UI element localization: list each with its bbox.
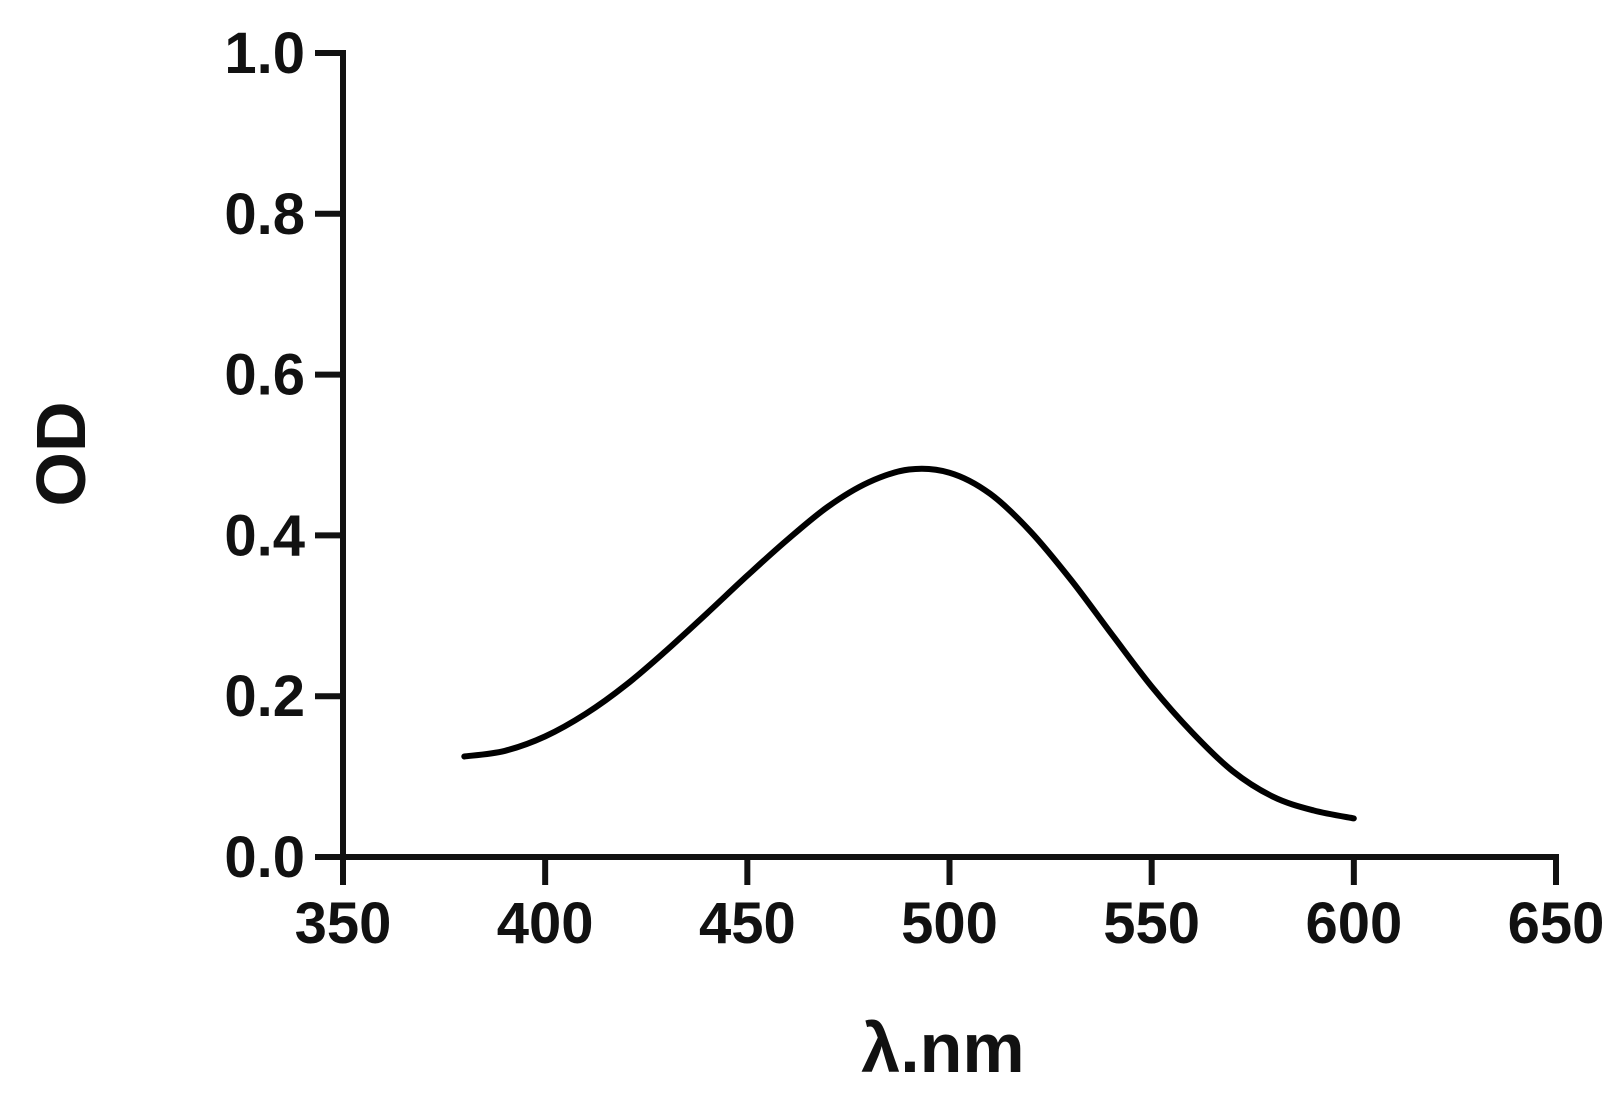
- x-tick-label: 600: [1305, 891, 1402, 956]
- x-axis-title: λ.nm: [861, 1009, 1024, 1087]
- x-tick-label: 650: [1508, 891, 1605, 956]
- y-tick-label: 0.6: [224, 343, 305, 408]
- y-tick-label: 0.0: [224, 825, 305, 890]
- ticks: 0.0 0.2 0.4 0.6 0.8 1.0 350 400 450 500 550 600 650: [224, 21, 1604, 956]
- x-tick-label: 500: [901, 891, 998, 956]
- y-tick-label: 0.2: [224, 664, 305, 729]
- y-tick-label: 0.4: [224, 503, 305, 568]
- x-tick-label: 550: [1103, 891, 1200, 956]
- axes: [340, 50, 1559, 860]
- y-axis-title: OD: [22, 402, 100, 507]
- x-tick-label: 400: [497, 891, 594, 956]
- series: [461, 465, 1357, 822]
- series-line: [461, 465, 1357, 822]
- x-tick-label: 450: [699, 891, 796, 956]
- y-tick-label: 0.8: [224, 182, 305, 247]
- x-tick-label: 350: [295, 891, 392, 956]
- y-tick-label: 1.0: [224, 21, 305, 86]
